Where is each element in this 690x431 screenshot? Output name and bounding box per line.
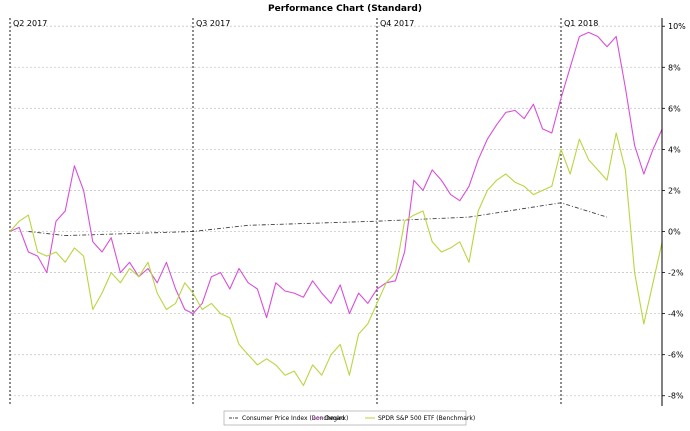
legend-box xyxy=(223,410,467,426)
legend-entry: Consumer Price Index (Benchmark) xyxy=(242,415,348,422)
y-tick-label: 8% xyxy=(668,63,681,72)
y-tick-label: 6% xyxy=(668,104,681,113)
chart-title: Performance Chart (Standard) xyxy=(268,4,422,14)
y-tick-label: 10% xyxy=(668,22,686,31)
y-tick-label: 2% xyxy=(668,186,681,195)
series-line xyxy=(9,31,663,319)
y-tick-label: -6% xyxy=(668,351,684,360)
legend-entry: SPDR S&P 500 ETF (Benchmark) xyxy=(378,415,475,422)
y-tick-label: -2% xyxy=(668,269,684,278)
y-tick-label: 4% xyxy=(668,145,681,154)
quarter-label: Q1 2018 xyxy=(564,19,598,28)
y-tick-label: 0% xyxy=(668,228,681,237)
series-line xyxy=(9,132,663,387)
quarter-label: Q2 2017 xyxy=(13,19,47,28)
series-line xyxy=(28,202,608,237)
y-axis: 10% 8% 6% 4% 2% 0% -2% -4% -6% -8% xyxy=(661,18,686,406)
quarter-label: Q3 2017 xyxy=(196,19,230,28)
quarter-markers: Q2 2017 Q3 2017 Q4 2017 Q1 2018 xyxy=(9,18,598,406)
quarter-label: Q4 2017 xyxy=(380,19,414,28)
y-tick-label: -4% xyxy=(668,310,684,319)
grid-layer xyxy=(10,25,662,397)
legend: Consumer Price Index (Benchmark)Degiro SP… xyxy=(223,410,475,426)
y-tick-label: -8% xyxy=(668,392,684,401)
series-layer xyxy=(9,31,663,387)
legend-entry: Degiro xyxy=(325,415,345,422)
